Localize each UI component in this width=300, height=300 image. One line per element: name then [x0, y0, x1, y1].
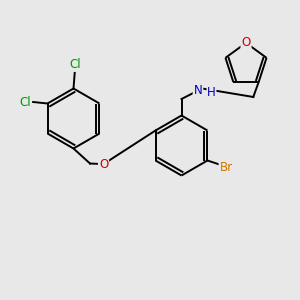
Text: H: H [207, 86, 216, 100]
Text: O: O [99, 158, 108, 171]
Text: N: N [194, 84, 202, 97]
Text: Br: Br [220, 160, 232, 174]
Text: Cl: Cl [69, 58, 81, 71]
Text: O: O [242, 36, 250, 50]
Text: Cl: Cl [19, 95, 31, 109]
